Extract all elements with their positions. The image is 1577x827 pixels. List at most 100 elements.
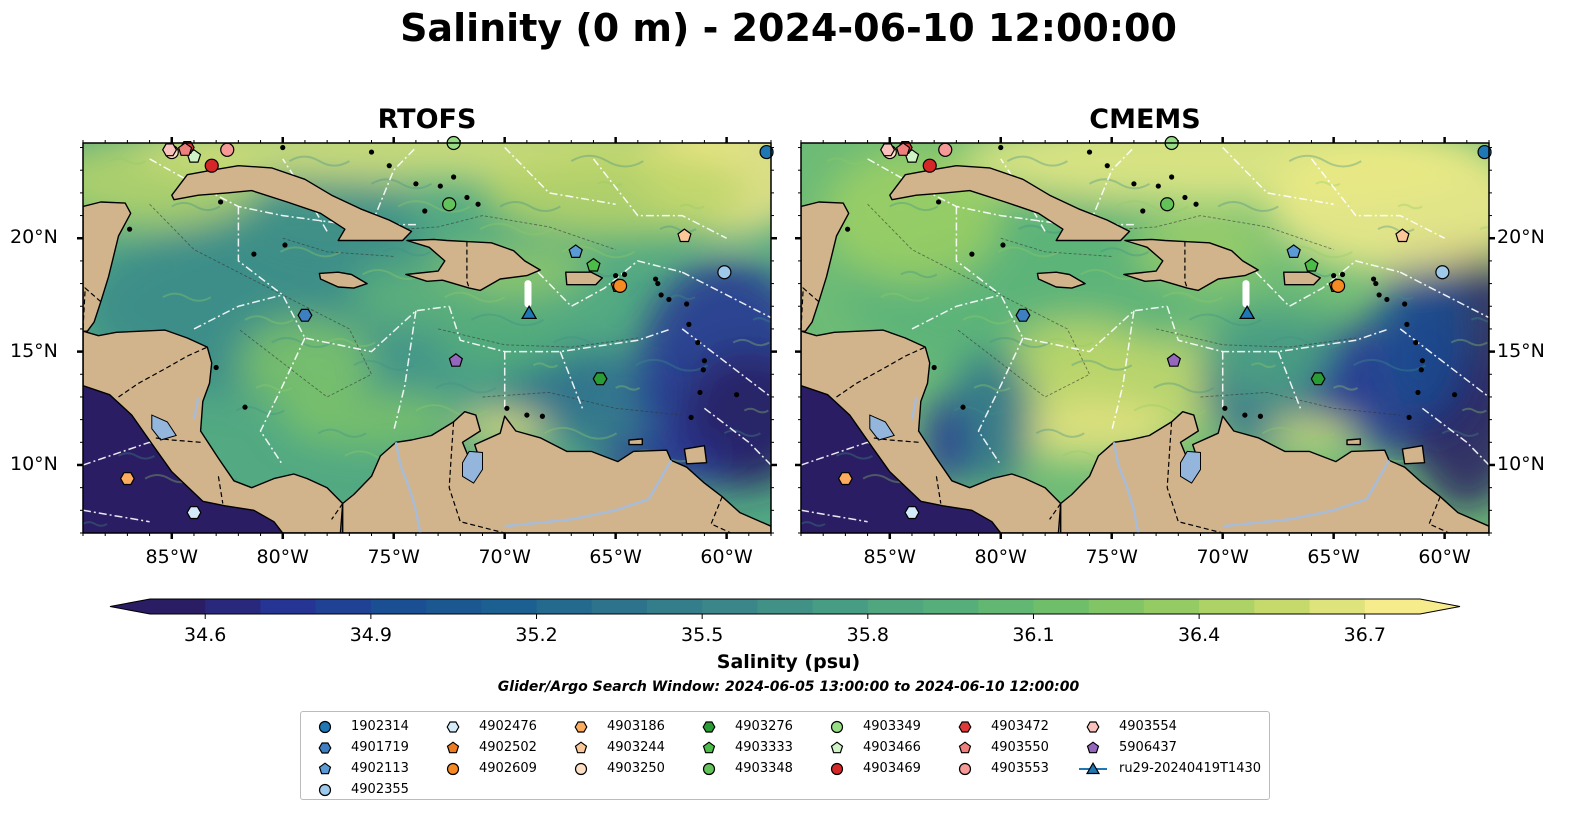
legend-marker-4902355 [318, 783, 332, 796]
legend-marker-4903553 [958, 762, 972, 775]
legend-marker-4903250 [574, 762, 588, 775]
legend-marker-4903333 [702, 740, 716, 753]
colorbar-tick-label: 35.8 [846, 624, 889, 646]
legend-marker-circle-icon [830, 720, 844, 733]
legend-marker-hexagon-icon [574, 720, 588, 733]
lon-tick-label-rtofs: 75°W [367, 546, 420, 568]
legend-marker-pentagon-icon [958, 740, 972, 753]
float-marker-4903244 [1395, 228, 1410, 243]
float-marker-4903469 [204, 158, 219, 173]
panel-title-rtofs: RTOFS [377, 104, 477, 135]
float-marker-1902314 [1477, 144, 1492, 160]
legend-marker-circle-icon [574, 762, 588, 775]
legend-item: 4903472 [949, 716, 1049, 737]
legend-label: 4903349 [863, 719, 921, 734]
legend-marker-pentagon-icon [318, 761, 332, 774]
legend-marker-4903348 [702, 762, 716, 775]
legend-item: 4901719 [309, 737, 409, 758]
legend-item: 4902476 [437, 716, 537, 737]
legend-label: 4903186 [607, 719, 665, 734]
legend-marker-pentagon-icon [446, 740, 460, 753]
legend-marker-circle-icon [318, 783, 332, 796]
float-marker-ru29-20240419T1430 [521, 304, 538, 319]
lon-tick-label-cmems: 60°W [1418, 546, 1471, 568]
legend-marker-ru29-20240419T1430 [1085, 761, 1101, 774]
float-marker-4903348 [1160, 197, 1175, 212]
legend-marker-pentagon-icon [1086, 740, 1100, 753]
legend-marker-4903349 [830, 720, 844, 733]
legend-item: 4903469 [821, 758, 921, 779]
legend-label: 4902502 [479, 740, 537, 755]
legend-item: 4903550 [949, 737, 1049, 758]
colorbar-tick-label: 35.2 [515, 624, 558, 646]
legend-label: 4903553 [991, 761, 1049, 776]
legend-item: 4903250 [565, 758, 665, 779]
legend-marker-circle-icon [702, 762, 716, 775]
float-marker-4902355 [717, 265, 732, 280]
legend-label: 4903276 [735, 719, 793, 734]
legend-marker-4903469 [830, 762, 844, 775]
float-marker-4902609 [1330, 278, 1346, 293]
legend-marker-hexagon-icon [446, 720, 460, 733]
lon-tick-label-cmems: 65°W [1307, 546, 1360, 568]
float-marker-4903276 [592, 372, 608, 386]
lat-tick-label-right: 20°N [1497, 226, 1545, 249]
float-marker-4903554 [880, 143, 896, 157]
legend-marker-4901719 [318, 741, 332, 754]
legend-item: 4902609 [437, 758, 537, 779]
legend-marker-pentagon-icon [830, 740, 844, 753]
float-marker-4902476 [904, 506, 920, 520]
float-marker-4902476 [186, 506, 202, 520]
float-marker-4903244 [677, 228, 692, 243]
lon-tick-label-rtofs: 60°W [700, 546, 753, 568]
legend-marker-circle-icon [830, 762, 844, 775]
float-marker-5906437 [448, 353, 464, 367]
legend-marker-4903244 [574, 740, 588, 753]
lon-tick-label-rtofs: 80°W [256, 546, 309, 568]
lon-tick-label-cmems: 85°W [863, 546, 916, 568]
float-marker-4902355 [1435, 265, 1450, 280]
legend-item: 4902502 [437, 737, 537, 758]
colorbar-label: Salinity (psu) [716, 651, 861, 673]
float-marker-4903554 [162, 143, 178, 157]
colorbar-tick-label: 36.7 [1343, 624, 1386, 646]
legend-marker-circle-icon [958, 762, 972, 775]
legend-label: 5906437 [1119, 740, 1177, 755]
lon-tick-label-cmems: 80°W [974, 546, 1027, 568]
legend-marker-triangle-icon [1079, 761, 1107, 774]
legend-marker-4902609 [446, 762, 460, 775]
legend: 1902314 4901719 4902113 4902355 4902476 49025… [300, 711, 1270, 800]
legend-marker-4903186 [574, 720, 588, 733]
float-marker-4903276 [1310, 372, 1326, 386]
float-marker-4901719 [1015, 308, 1031, 322]
float-marker-ru29-20240419T1430 [1239, 304, 1256, 319]
legend-marker-4903550 [958, 740, 972, 753]
float-marker-4903553 [938, 142, 953, 157]
legend-item: 4903186 [565, 716, 665, 737]
legend-marker-4903472 [958, 720, 972, 733]
panel-title-cmems: CMEMS [1089, 104, 1201, 135]
legend-item: 4903244 [565, 737, 665, 758]
lat-tick-label-left: 15°N [10, 339, 58, 362]
map-panel-cmems[interactable] [795, 135, 1495, 539]
legend-label: 4903244 [607, 740, 665, 755]
legend-item: ru29-20240419T1430 [1077, 758, 1261, 779]
colorbar-tick-label: 34.9 [349, 624, 393, 646]
float-marker-4903186 [837, 472, 853, 486]
legend-item: 4903348 [693, 758, 793, 779]
float-marker-4903333 [1304, 257, 1319, 272]
map-panel-rtofs[interactable] [77, 135, 777, 539]
legend-marker-1902314 [318, 720, 332, 733]
float-marker-1902314 [759, 144, 774, 160]
legend-marker-circle-icon [446, 762, 460, 775]
float-marker-4902113 [568, 244, 583, 259]
lat-tick-label-right: 10°N [1497, 452, 1545, 475]
legend-marker-4903466 [830, 740, 844, 753]
legend-label: 4902609 [479, 761, 537, 776]
lat-tick-label-right: 15°N [1497, 339, 1545, 362]
float-marker-4903550 [177, 142, 193, 156]
legend-label: 4902355 [351, 782, 409, 797]
legend-item: 4903466 [821, 737, 921, 758]
lon-tick-label-rtofs: 85°W [145, 546, 198, 568]
legend-marker-4902502 [446, 740, 460, 753]
